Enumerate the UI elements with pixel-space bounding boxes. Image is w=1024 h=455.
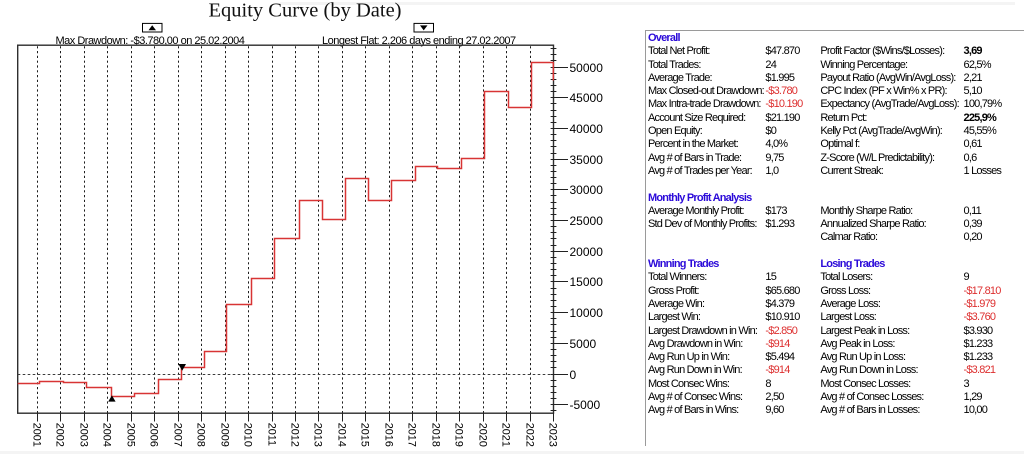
svg-text:2016: 2016: [383, 423, 395, 447]
svg-text:25000: 25000: [570, 214, 604, 228]
svg-text:2008: 2008: [195, 423, 207, 447]
svg-text:35000: 35000: [570, 153, 604, 167]
svg-text:Equity Curve (by Date): Equity Curve (by Date): [209, 0, 402, 22]
svg-text:10000: 10000: [570, 306, 604, 320]
svg-text:2006: 2006: [148, 423, 160, 447]
svg-text:-5000: -5000: [570, 398, 601, 412]
svg-text:2017: 2017: [406, 423, 418, 447]
svg-text:2011: 2011: [266, 423, 278, 446]
svg-text:50000: 50000: [570, 61, 604, 75]
svg-text:2001: 2001: [31, 423, 43, 447]
svg-text:2007: 2007: [172, 423, 184, 447]
svg-text:2009: 2009: [219, 423, 231, 447]
svg-text:2013: 2013: [312, 423, 324, 447]
svg-text:2021: 2021: [500, 423, 512, 447]
svg-text:Max Drawdown: -$3.780,00 on 25: Max Drawdown: -$3.780,00 on 25.02.2004: [56, 35, 245, 47]
svg-text:45000: 45000: [570, 91, 604, 105]
svg-text:40000: 40000: [570, 122, 604, 136]
svg-text:2019: 2019: [453, 423, 465, 447]
svg-text:2022: 2022: [524, 423, 536, 447]
svg-text:2015: 2015: [359, 423, 371, 447]
svg-text:2003: 2003: [78, 423, 90, 447]
svg-text:2014: 2014: [336, 423, 348, 447]
svg-text:0: 0: [570, 368, 577, 382]
svg-text:20000: 20000: [570, 245, 604, 259]
svg-text:2020: 2020: [477, 423, 489, 447]
svg-text:2018: 2018: [430, 423, 442, 447]
svg-text:15000: 15000: [570, 275, 604, 289]
svg-text:2002: 2002: [54, 423, 66, 447]
svg-text:2004: 2004: [101, 423, 113, 447]
svg-text:Longest Flat: 2.206 days endin: Longest Flat: 2.206 days ending 27.02.20…: [322, 35, 516, 47]
svg-text:2010: 2010: [242, 423, 254, 447]
svg-text:5000: 5000: [570, 337, 597, 351]
svg-text:2005: 2005: [125, 423, 137, 447]
svg-text:30000: 30000: [570, 183, 604, 197]
svg-text:2012: 2012: [289, 423, 301, 447]
svg-text:2023: 2023: [547, 423, 559, 447]
